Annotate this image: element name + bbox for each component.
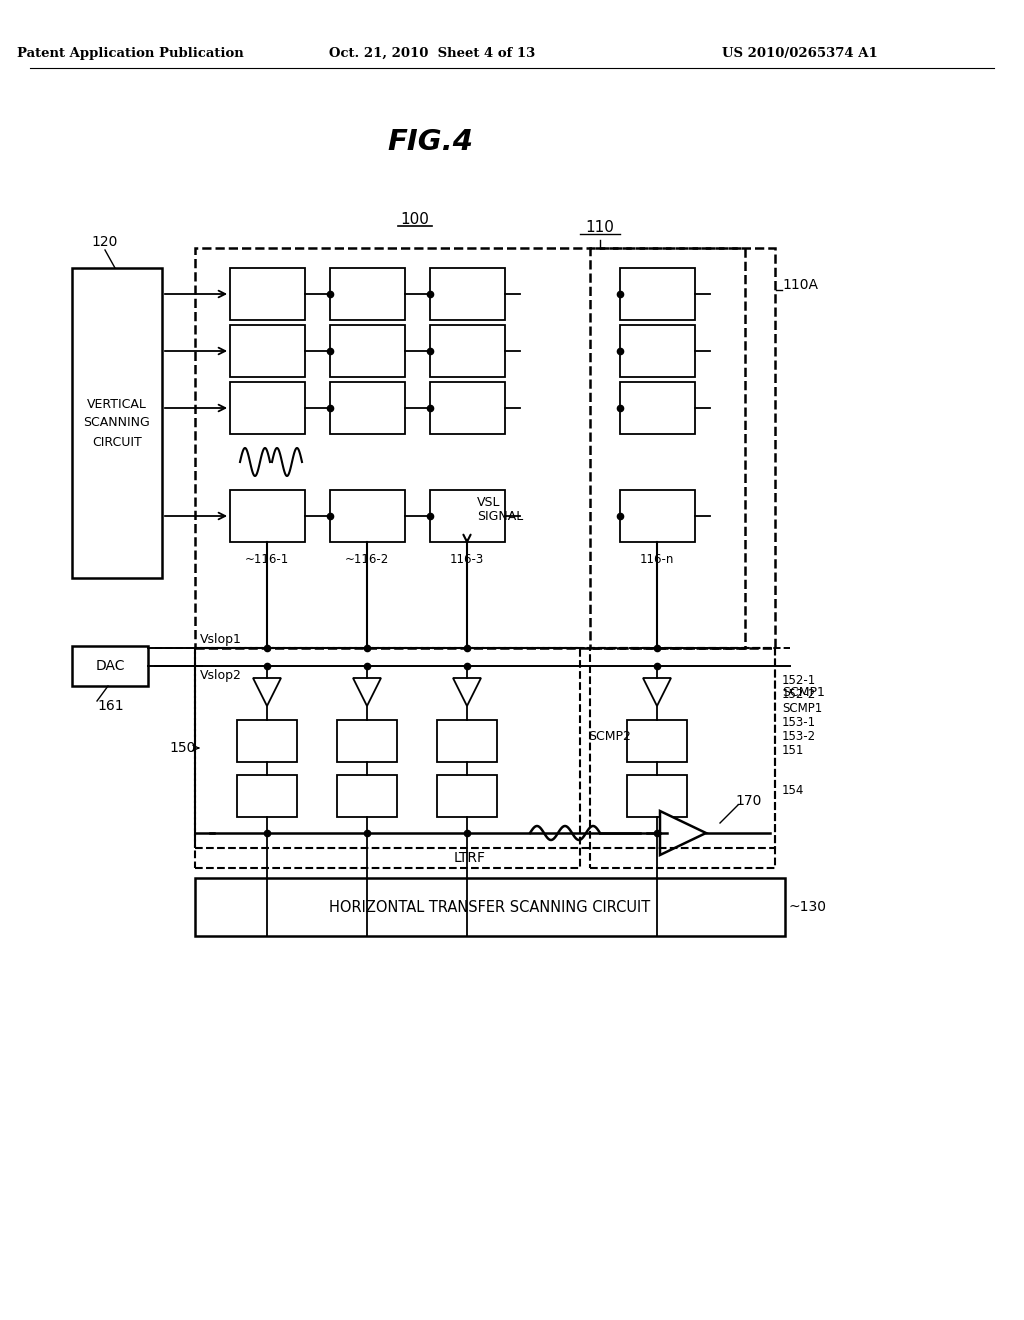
Bar <box>620 268 695 319</box>
Bar <box>430 490 505 543</box>
Polygon shape <box>660 810 706 855</box>
Text: 110A: 110A <box>782 279 818 292</box>
Bar <box>230 490 305 543</box>
Text: SIGNAL: SIGNAL <box>477 510 523 523</box>
Polygon shape <box>253 678 281 706</box>
Bar <box>627 719 687 762</box>
Text: 161: 161 <box>97 700 124 713</box>
Polygon shape <box>353 678 381 706</box>
Text: 150: 150 <box>170 741 196 755</box>
Text: 110: 110 <box>586 220 614 235</box>
Bar <box>230 381 305 434</box>
Text: SCMP2: SCMP2 <box>588 730 631 742</box>
Text: 116-n: 116-n <box>640 553 674 566</box>
Text: SCMP1: SCMP1 <box>782 701 822 714</box>
Text: Oct. 21, 2010  Sheet 4 of 13: Oct. 21, 2010 Sheet 4 of 13 <box>329 46 536 59</box>
Text: SCMP1: SCMP1 <box>782 685 825 698</box>
Bar <box>72 645 148 686</box>
Bar <box>620 381 695 434</box>
Bar <box>195 648 775 847</box>
Text: 151: 151 <box>782 743 805 756</box>
Text: Vslop1: Vslop1 <box>200 632 242 645</box>
Bar <box>330 490 406 543</box>
Bar <box>590 248 775 648</box>
Text: DAC: DAC <box>95 659 125 673</box>
Bar <box>230 268 305 319</box>
Text: HORIZONTAL TRANSFER SCANNING CIRCUIT: HORIZONTAL TRANSFER SCANNING CIRCUIT <box>330 899 650 915</box>
Bar <box>72 268 162 578</box>
Text: 153-1: 153-1 <box>782 715 816 729</box>
Text: ~116-1: ~116-1 <box>245 553 289 566</box>
Bar <box>337 775 397 817</box>
Text: 116-3: 116-3 <box>450 553 484 566</box>
Bar <box>330 325 406 378</box>
Text: Patent Application Publication: Patent Application Publication <box>16 46 244 59</box>
Bar <box>330 381 406 434</box>
Text: LTRF: LTRF <box>454 851 486 865</box>
Polygon shape <box>453 678 481 706</box>
Bar <box>195 878 785 936</box>
Text: 152-2: 152-2 <box>782 688 816 701</box>
Bar <box>437 775 497 817</box>
Text: 100: 100 <box>400 213 429 227</box>
Text: VERTICAL
SCANNING
CIRCUIT: VERTICAL SCANNING CIRCUIT <box>84 397 151 449</box>
Bar <box>195 648 580 869</box>
Text: US 2010/0265374 A1: US 2010/0265374 A1 <box>722 46 878 59</box>
Bar <box>437 719 497 762</box>
Bar <box>330 268 406 319</box>
Text: FIG.4: FIG.4 <box>387 128 473 156</box>
Text: ~116-2: ~116-2 <box>345 553 389 566</box>
Bar <box>430 381 505 434</box>
Text: 154: 154 <box>782 784 805 796</box>
Text: ~130: ~130 <box>790 900 827 913</box>
Text: Vslop2: Vslop2 <box>200 669 242 682</box>
Text: 120: 120 <box>92 235 118 249</box>
Bar <box>237 775 297 817</box>
Bar <box>627 775 687 817</box>
Text: 152-1: 152-1 <box>782 673 816 686</box>
Text: 170: 170 <box>735 795 762 808</box>
Bar <box>590 648 775 869</box>
Bar <box>430 325 505 378</box>
Bar <box>195 248 745 648</box>
Bar <box>230 325 305 378</box>
Bar <box>337 719 397 762</box>
Bar <box>620 325 695 378</box>
Text: VSL: VSL <box>477 495 501 508</box>
Bar <box>430 268 505 319</box>
Bar <box>237 719 297 762</box>
Text: 153-2: 153-2 <box>782 730 816 742</box>
Bar <box>620 490 695 543</box>
Polygon shape <box>643 678 671 706</box>
